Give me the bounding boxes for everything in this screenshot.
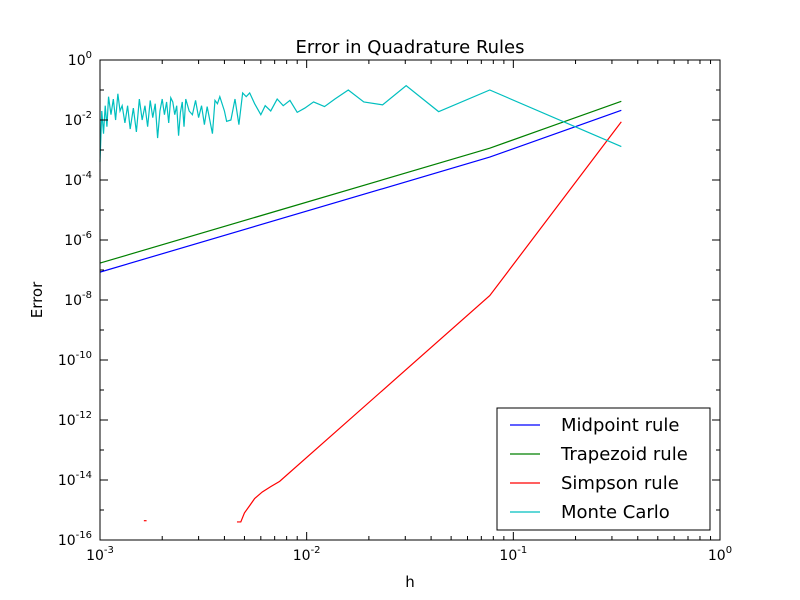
y-tick-label-2: 10-4	[64, 170, 92, 189]
x-axis-label: h	[405, 573, 415, 591]
legend-box	[496, 407, 711, 531]
y-tick-label-7: 10-14	[58, 470, 92, 489]
y-axis-label: Error	[28, 281, 46, 318]
chart-title: Error in Quadrature Rules	[295, 37, 524, 58]
series-line-1	[99, 100, 622, 264]
y-tick-label-5: 10-10	[58, 350, 92, 369]
x-tick-label-1: 10-2	[293, 545, 321, 564]
series-line-0	[99, 109, 622, 273]
y-tick-label-4: 10-8	[64, 290, 92, 309]
x-tick-label-0: 10-3	[86, 545, 114, 564]
y-tick-label-0: 100	[68, 50, 92, 69]
legend-label-0: Midpoint rule	[561, 415, 679, 436]
y-tick-label-6: 10-12	[58, 410, 92, 429]
series-layer	[99, 84, 622, 523]
x-tick-label-2: 10-1	[499, 545, 527, 564]
series-line-2	[236, 121, 622, 523]
ticks-layer: 10-3 10-2 10-1 100 100 10-2 10-4 10-6 10-8 10-10 1…	[58, 50, 732, 564]
legend-label-2: Simpson rule	[561, 473, 679, 494]
legend-label-1: Trapezoid rule	[560, 444, 688, 465]
y-tick-label-8: 10-16	[58, 530, 92, 549]
y-tick-label-3: 10-6	[64, 230, 92, 249]
legend: Midpoint rule Trapezoid rule Simpson rule M…	[496, 407, 711, 531]
x-tick-label-3: 100	[708, 545, 732, 564]
series-line-3	[99, 84, 622, 162]
y-tick-label-1: 10-2	[64, 110, 92, 129]
legend-label-3: Monte Carlo	[561, 502, 670, 523]
